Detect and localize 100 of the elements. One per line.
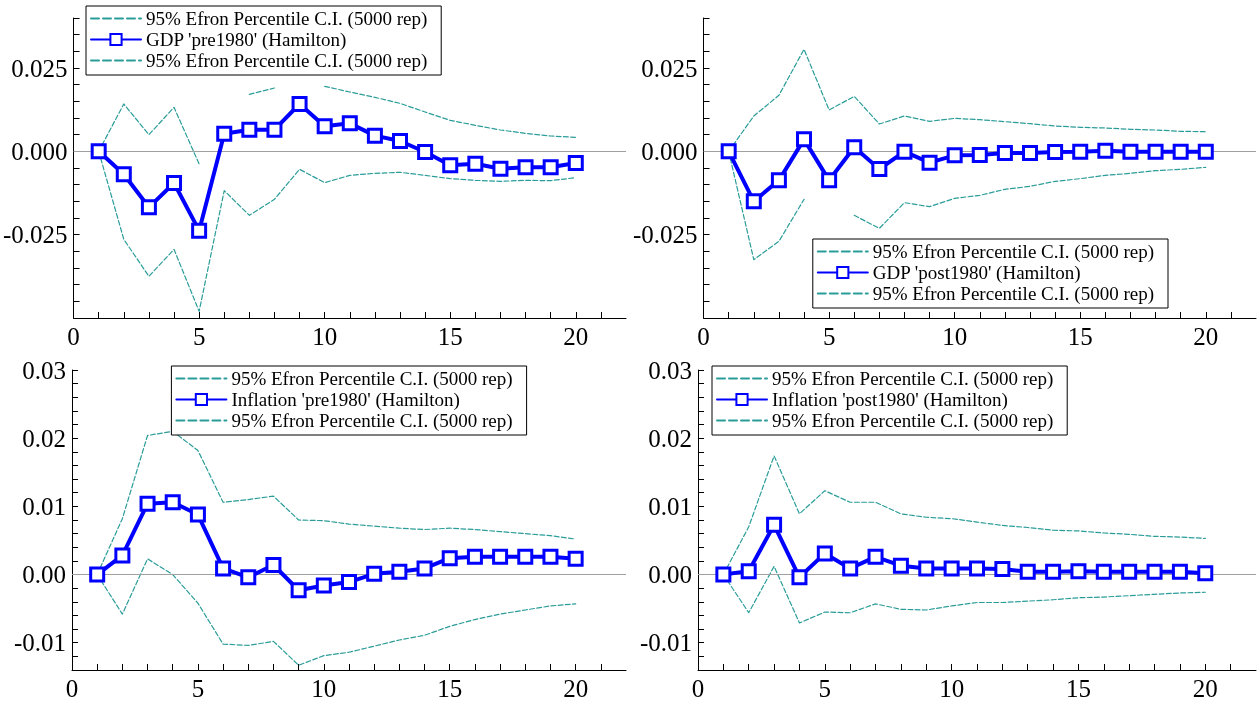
point bbox=[996, 145, 1013, 161]
point bbox=[416, 560, 433, 577]
legend-label: 95% Efron Percentile C.I. (5000 rep) bbox=[772, 410, 1054, 432]
point bbox=[164, 494, 181, 511]
point bbox=[140, 199, 157, 216]
point bbox=[842, 560, 859, 577]
x-tick-label: 15 bbox=[437, 675, 463, 702]
y-tick-label: 0.03 bbox=[22, 356, 66, 384]
point bbox=[821, 172, 838, 189]
point bbox=[492, 548, 509, 565]
x-tick-label: 20 bbox=[1192, 675, 1218, 702]
point bbox=[846, 139, 863, 156]
point bbox=[89, 566, 106, 583]
point bbox=[1019, 563, 1036, 580]
point bbox=[1097, 142, 1114, 159]
x-tick-label: 5 bbox=[822, 323, 836, 350]
point bbox=[517, 548, 534, 565]
point bbox=[241, 121, 258, 138]
point bbox=[191, 222, 208, 239]
point bbox=[265, 557, 282, 573]
point bbox=[316, 118, 333, 135]
point bbox=[946, 147, 963, 164]
x-tick-label: 20 bbox=[1193, 323, 1219, 350]
point bbox=[189, 506, 206, 523]
point bbox=[391, 563, 408, 580]
y-tick-label: 0.02 bbox=[22, 424, 66, 452]
point bbox=[366, 565, 383, 582]
legend-label: 95% Efron Percentile C.I. (5000 rep) bbox=[146, 50, 428, 72]
legend-label: 95% Efron Percentile C.I. (5000 rep) bbox=[231, 368, 513, 390]
point bbox=[971, 147, 988, 163]
legend-label: GDP 'pre1980' (Hamilton) bbox=[146, 29, 347, 51]
point bbox=[871, 161, 888, 177]
y-tick-label: 0.025 bbox=[641, 54, 698, 82]
legend-label: 95% Efron Percentile C.I. (5000 rep) bbox=[772, 368, 1054, 390]
y-tick-label: 0.03 bbox=[648, 356, 692, 384]
point bbox=[715, 566, 732, 583]
point bbox=[1146, 563, 1163, 580]
x-tick-label: 15 bbox=[1065, 675, 1091, 702]
point bbox=[816, 545, 833, 562]
point bbox=[1095, 563, 1112, 580]
x-tick-label: 5 bbox=[192, 323, 206, 350]
y-tick-label: 0.01 bbox=[648, 492, 692, 520]
legend-label: Inflation 'post1980' (Hamilton) bbox=[772, 389, 1008, 411]
legend-label: GDP 'post1980' (Hamilton) bbox=[872, 262, 1081, 284]
point bbox=[517, 159, 534, 176]
legend-label: 95% Efron Percentile C.I. (5000 rep) bbox=[231, 410, 513, 432]
point bbox=[366, 127, 383, 144]
point bbox=[1171, 563, 1188, 580]
point bbox=[770, 172, 787, 189]
point bbox=[291, 96, 308, 112]
point bbox=[867, 548, 884, 565]
x-tick-label: 20 bbox=[563, 675, 589, 702]
y-tick-label: 0.000 bbox=[641, 137, 698, 165]
point bbox=[1070, 563, 1087, 580]
point bbox=[216, 125, 233, 142]
y-tick-label: 0.025 bbox=[11, 54, 68, 82]
point bbox=[341, 574, 357, 591]
y-tick-label: 0.00 bbox=[22, 561, 66, 589]
point bbox=[392, 133, 409, 149]
point bbox=[1072, 143, 1089, 160]
x-tick-label: 10 bbox=[939, 675, 965, 702]
point bbox=[1197, 143, 1214, 160]
x-tick-label: 10 bbox=[942, 323, 968, 350]
point bbox=[567, 155, 584, 171]
y-tick-label: 0.000 bbox=[11, 137, 68, 165]
x-tick-label: 20 bbox=[563, 323, 589, 350]
point bbox=[341, 115, 358, 132]
point bbox=[766, 516, 783, 533]
point bbox=[892, 557, 909, 574]
point bbox=[969, 560, 985, 577]
legend-label: 95% Efron Percentile C.I. (5000 rep) bbox=[146, 8, 428, 30]
x-tick-label: 15 bbox=[437, 323, 463, 350]
x-tick-label: 5 bbox=[818, 675, 832, 702]
point bbox=[1147, 143, 1164, 160]
point bbox=[467, 155, 484, 172]
legend-label: 95% Efron Percentile C.I. (5000 rep) bbox=[872, 283, 1154, 305]
point bbox=[115, 166, 132, 183]
y-tick-label: 0.02 bbox=[648, 424, 692, 452]
x-tick-label: 0 bbox=[67, 323, 80, 350]
point bbox=[1121, 563, 1138, 580]
x-tick-label: 0 bbox=[691, 675, 705, 702]
point bbox=[266, 121, 283, 138]
x-tick-label: 10 bbox=[312, 323, 338, 350]
point bbox=[441, 550, 458, 567]
point bbox=[1047, 144, 1064, 160]
point bbox=[215, 560, 232, 577]
point bbox=[442, 157, 459, 174]
point bbox=[417, 144, 434, 160]
point bbox=[943, 560, 960, 577]
point bbox=[466, 548, 483, 565]
point bbox=[1045, 563, 1062, 580]
point bbox=[745, 193, 762, 210]
point bbox=[114, 547, 131, 564]
y-tick-label: -0.025 bbox=[3, 221, 68, 249]
x-tick-label: 0 bbox=[65, 675, 79, 702]
point bbox=[542, 548, 559, 565]
point bbox=[720, 143, 737, 160]
point bbox=[1197, 565, 1214, 582]
point bbox=[1172, 143, 1189, 160]
legend-label: 95% Efron Percentile C.I. (5000 rep) bbox=[872, 241, 1154, 263]
